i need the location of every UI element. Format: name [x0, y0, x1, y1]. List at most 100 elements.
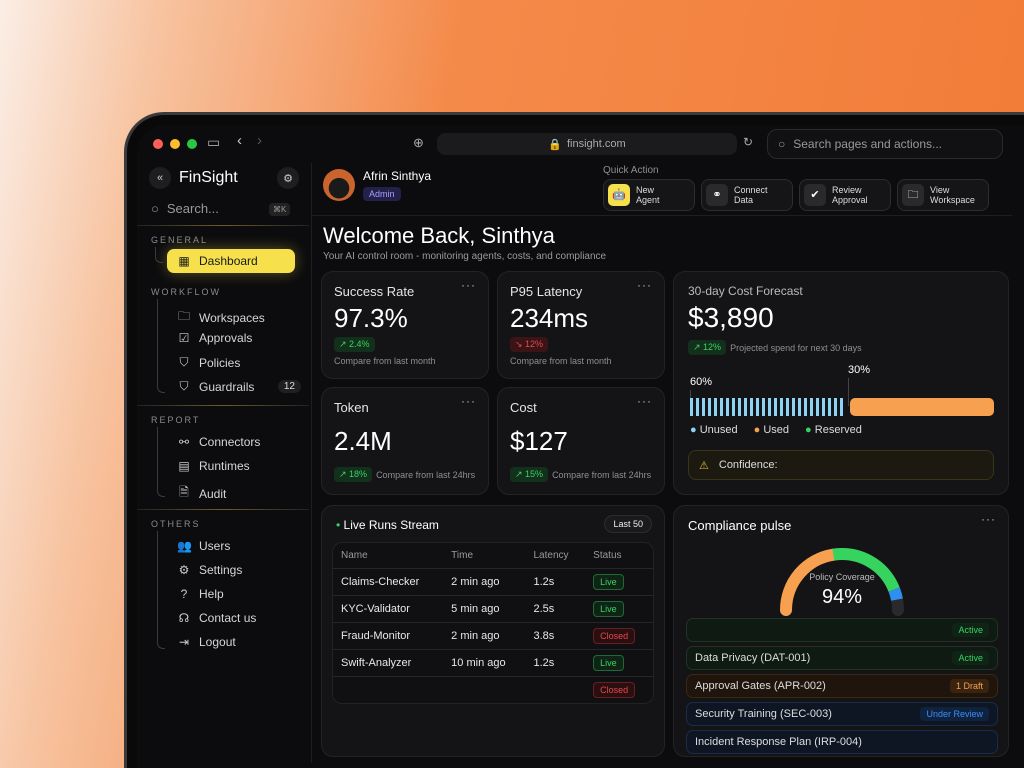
- sidebar-item-approvals[interactable]: ☑ Approvals: [178, 331, 253, 345]
- compare-text: Compare from last month: [510, 356, 612, 366]
- sidebar-item-guardrails[interactable]: ⛉ Guardrails 12: [177, 379, 301, 394]
- server-icon: ▤: [178, 459, 190, 473]
- tree-line: [157, 299, 165, 393]
- unused-percent: 60%: [690, 376, 713, 388]
- gauge-label: Policy Coverage: [809, 572, 875, 582]
- sidebar: «FinSight ⚙ ○ Search... ⌘K GENERAL ▦ Dashb…: [137, 163, 309, 763]
- view-workspace-button[interactable]: 🗀 View Workspace: [897, 179, 989, 211]
- global-search-input[interactable]: ○ Search pages and actions...: [767, 129, 1003, 159]
- compare-text: Compare from last 24hrs: [376, 469, 476, 480]
- stat-card-success-rate: ··· Success Rate 97.3% ↗ 2.4% Compare fro…: [321, 271, 489, 379]
- policy-item[interactable]: Active: [686, 618, 998, 642]
- policy-item[interactable]: Data Privacy (DAT-001) Active: [686, 646, 998, 670]
- more-icon[interactable]: ···: [461, 394, 476, 408]
- forecast-legend: ● Unused ● Used ● Reserved: [690, 424, 862, 436]
- column-header: Latency: [533, 550, 569, 561]
- shield-icon: ⛉: [179, 379, 189, 393]
- reload-icon[interactable]: ↻: [743, 135, 754, 149]
- plug-icon: ⚯: [178, 435, 190, 449]
- sidebar-item-users[interactable]: 👥 Users: [177, 539, 231, 553]
- section-report: REPORT: [151, 415, 201, 425]
- tree-line: [157, 531, 165, 649]
- sidebar-toggle-icon[interactable]: ▭: [207, 134, 221, 150]
- sidebar-item-audit[interactable]: 🗎 Audit: [177, 483, 226, 504]
- stat-value: 2.4M: [334, 425, 392, 456]
- more-icon[interactable]: ···: [461, 278, 476, 292]
- forward-icon[interactable]: ›: [257, 132, 262, 149]
- link-icon: ⚭: [706, 184, 728, 206]
- minimize-button[interactable]: [170, 139, 180, 149]
- divider: [137, 225, 309, 226]
- unused-bar: [690, 398, 846, 416]
- sidebar-item-runtimes[interactable]: ▤ Runtimes: [178, 459, 250, 473]
- policy-item[interactable]: Incident Response Plan (IRP-004): [686, 730, 998, 754]
- policy-item[interactable]: Security Training (SEC-003) Under Review: [686, 702, 998, 726]
- card-title: 30-day Cost Forecast: [688, 284, 803, 298]
- sidebar-item-help[interactable]: ? Help: [177, 587, 224, 601]
- avatar[interactable]: [323, 169, 355, 201]
- maximize-button[interactable]: [187, 139, 197, 149]
- window-controls: [153, 139, 197, 149]
- table-row[interactable]: Swift-Analyzer 10 min ago 1.2s Live: [333, 649, 653, 677]
- address-bar[interactable]: 🔒 finsight.com: [437, 133, 737, 155]
- warning-icon: ⚠: [699, 459, 709, 472]
- search-icon: ○: [151, 201, 159, 216]
- sidebar-item-connectors[interactable]: ⚯ Connectors: [178, 435, 261, 449]
- status-badge: Live: [593, 574, 624, 590]
- shortcut-hint: ⌘K: [269, 203, 291, 216]
- lock-icon: 🔒: [548, 138, 562, 151]
- table-row[interactable]: KYC-Validator 5 min ago 2.5s Live: [333, 595, 653, 623]
- trend-badge: ↗ 18%: [334, 467, 373, 482]
- role-badge: Admin: [363, 187, 401, 201]
- sidebar-search-input[interactable]: ○ Search...: [151, 201, 219, 216]
- sidebar-item-settings[interactable]: ⚙ Settings: [178, 563, 243, 577]
- tree-line: [157, 427, 165, 497]
- document-icon: 🗎: [179, 485, 189, 499]
- sidebar-item-policies[interactable]: ⛉ Policies: [177, 355, 240, 370]
- new-agent-button[interactable]: 🤖 New Agent: [603, 179, 695, 211]
- new-tab-icon[interactable]: ⊕: [413, 135, 424, 150]
- table-row[interactable]: Fraud-Monitor 2 min ago 3.8s Closed: [333, 622, 653, 650]
- sidebar-item-contact[interactable]: ☊ Contact us: [178, 611, 257, 625]
- count-badge: 12: [277, 380, 301, 393]
- section-general: GENERAL: [151, 235, 209, 245]
- folder-icon: 🗀: [177, 309, 190, 323]
- sidebar-item-dashboard[interactable]: ▦ Dashboard: [167, 249, 295, 273]
- collapse-icon[interactable]: «: [149, 167, 171, 189]
- laptop-mockup: ▭ ‹ › ⊕ 🔒 finsight.com ↻ ○ Search pages an…: [124, 112, 1024, 768]
- trend-badge: ↗ 12%: [688, 340, 727, 355]
- sidebar-item-logout[interactable]: ⇥ Logout: [178, 635, 236, 649]
- divider: [137, 509, 309, 510]
- browser-window: ▭ ‹ › ⊕ 🔒 finsight.com ↻ ○ Search pages an…: [137, 125, 1024, 768]
- sidebar-item-workspaces[interactable]: 🗀 Workspaces: [177, 307, 265, 328]
- connect-data-button[interactable]: ⚭ Connect Data: [701, 179, 793, 211]
- back-icon[interactable]: ‹: [237, 132, 242, 149]
- cost-forecast-card: 30-day Cost Forecast $3,890 ↗ 12% Project…: [673, 271, 1009, 495]
- live-runs-card: • Live Runs Stream Last 50 Name Time Laten…: [321, 505, 665, 757]
- page-subtitle: Your AI control room - monitoring agents…: [323, 251, 607, 262]
- gauge-segment-green: [780, 548, 904, 611]
- live-runs-table: Name Time Latency Status Claims-Checker 2 mi…: [332, 542, 654, 704]
- compare-text: Compare from last month: [334, 356, 436, 366]
- review-approval-button[interactable]: ✔ Review Approval: [799, 179, 891, 211]
- gauge-segment-orange: [780, 548, 904, 616]
- last-50-filter[interactable]: Last 50: [604, 515, 652, 533]
- table-row[interactable]: Claims-Checker 2 min ago 1.2s Live: [333, 568, 653, 596]
- section-workflow: WORKFLOW: [151, 287, 221, 297]
- trend-badge: ↗ 2.4%: [334, 337, 375, 352]
- logout-icon: ⇥: [178, 635, 190, 649]
- more-icon[interactable]: ···: [637, 394, 652, 408]
- shield-icon: ⛉: [179, 355, 189, 369]
- card-title: • Live Runs Stream: [336, 518, 439, 532]
- divider: [137, 405, 309, 406]
- more-icon[interactable]: ···: [981, 512, 996, 526]
- policy-item[interactable]: Approval Gates (APR-002) 1 Draft: [686, 674, 998, 698]
- card-title: Cost: [510, 400, 537, 415]
- compliance-card: ··· Compliance pulse Policy Coverage 94%…: [673, 505, 1009, 757]
- close-button[interactable]: [153, 139, 163, 149]
- more-icon[interactable]: ···: [637, 278, 652, 292]
- status-badge: Live: [593, 655, 624, 671]
- gear-icon[interactable]: ⚙: [277, 167, 299, 189]
- table-row[interactable]: Closed: [333, 676, 653, 703]
- confidence-bar: ⚠ Confidence:: [688, 450, 994, 480]
